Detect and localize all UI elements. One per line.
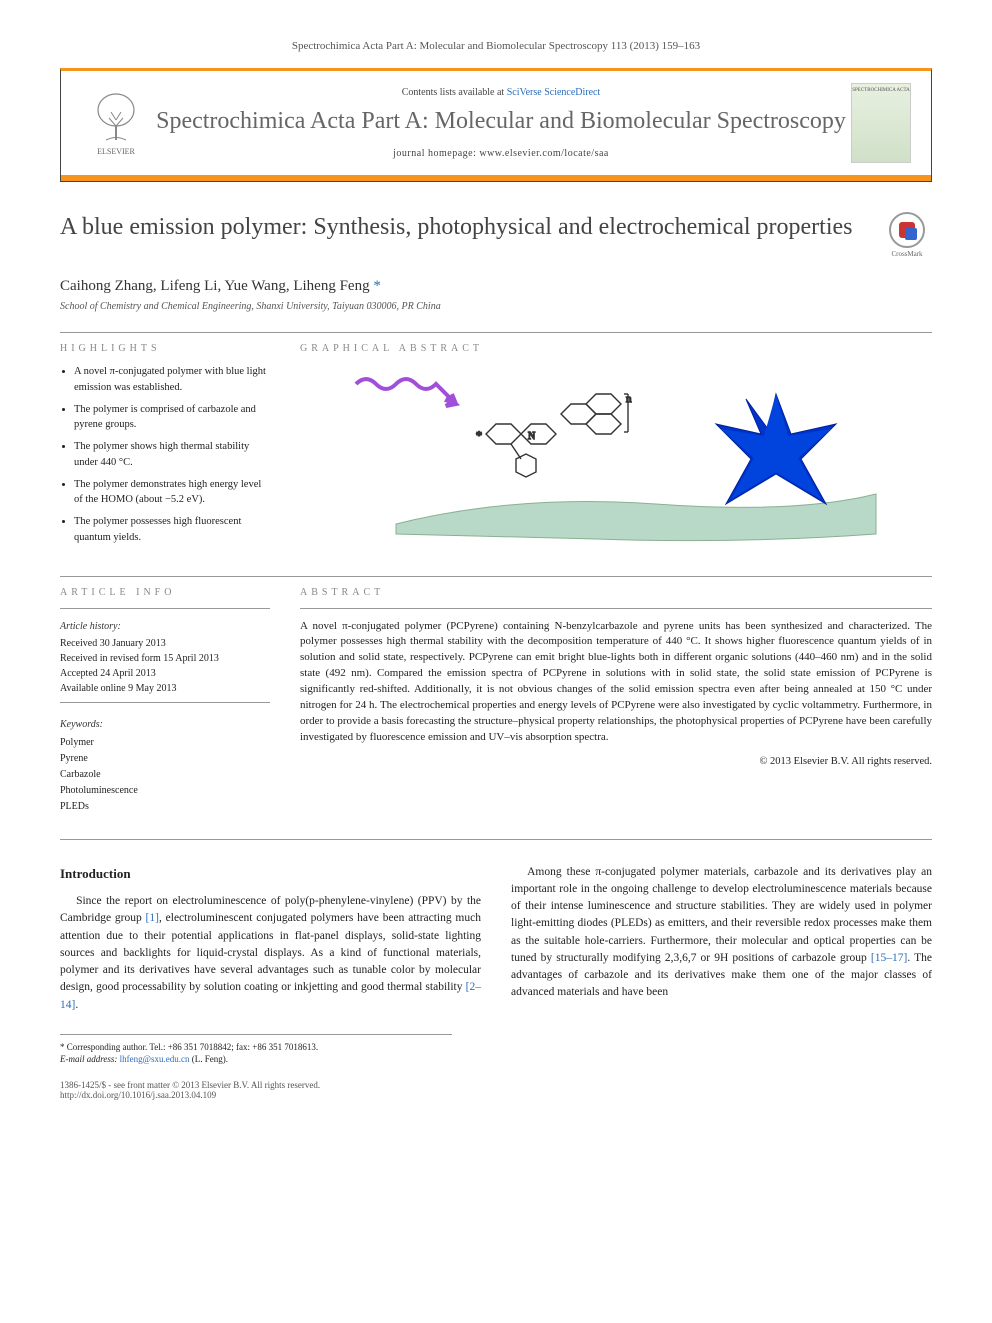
divider [60,332,932,333]
molecule-structure: N n * [476,393,632,477]
divider [60,576,932,577]
text-run: Among these π-conjugated polymer materia… [511,866,932,964]
homepage-line: journal homepage: www.elsevier.com/locat… [151,148,851,159]
abstract-text: A novel π-conjugated polymer (PCPyrene) … [300,619,932,747]
highlight-item: The polymer possesses high fluorescent q… [74,514,270,546]
highlight-item: The polymer shows high thermal stability… [74,439,270,471]
keyword-item: Photoluminescence [60,783,270,799]
corresponding-author-footer: * Corresponding author. Tel.: +86 351 70… [60,1034,452,1066]
divider [60,839,932,840]
divider [60,702,270,703]
svg-text:N: N [528,431,535,442]
graphical-abstract-svg: N n * [300,364,932,544]
divider [60,608,270,609]
highlight-item: The polymer demonstrates high energy lev… [74,477,270,509]
contents-line: Contents lists available at SciVerse Sci… [151,87,851,98]
header-accent-bar [61,175,931,181]
abstract-label: ABSTRACT [300,587,932,598]
elsevier-tree-icon [91,90,141,145]
contents-prefix: Contents lists available at [402,87,507,98]
crossmark-icon [889,212,925,248]
svg-text:*: * [476,428,482,442]
text-run: . [75,999,78,1011]
keyword-item: Polymer [60,735,270,751]
highlight-item: The polymer is comprised of carbazole an… [74,402,270,434]
excitation-arrow [356,379,456,406]
history-item: Received in revised form 15 April 2013 [60,651,270,666]
journal-cover-thumbnail: SPECTROCHIMICA ACTA [851,83,911,163]
issn-line: 1386-1425/$ - see front matter © 2013 El… [60,1080,320,1090]
affiliation: School of Chemistry and Chemical Enginee… [60,301,932,312]
reference-link[interactable]: [1] [146,912,159,924]
history-item: Available online 9 May 2013 [60,681,270,696]
intro-paragraph: Among these π-conjugated polymer materia… [511,864,932,1002]
elsevier-logo: ELSEVIER [81,83,151,163]
highlights-label: HIGHLIGHTS [60,343,270,354]
divider [300,608,932,609]
author-list: Caihong Zhang, Lifeng Li, Yue Wang, Lihe… [60,278,932,295]
highlights-list: A novel π-conjugated polymer with blue l… [60,364,270,546]
highlight-item: A novel π-conjugated polymer with blue l… [74,364,270,396]
page-footer: 1386-1425/$ - see front matter © 2013 El… [60,1080,932,1100]
publisher-name: ELSEVIER [97,147,135,156]
email-link[interactable]: lhfeng@sxu.edu.cn [120,1054,190,1064]
article-info: Article history: Received 30 January 201… [60,619,270,696]
journal-header-box: ELSEVIER Contents lists available at Sci… [60,68,932,182]
emission-star [716,394,836,504]
keywords-block: Keywords: Polymer Pyrene Carbazole Photo… [60,717,270,815]
keyword-item: PLEDs [60,799,270,815]
article-title: A blue emission polymer: Synthesis, phot… [60,212,862,243]
intro-paragraph: Since the report on electroluminescence … [60,893,481,1014]
reference-link[interactable]: [15–17] [871,952,907,964]
author-names: Caihong Zhang, Lifeng Li, Yue Wang, Lihe… [60,278,370,294]
intro-heading: Introduction [60,864,481,884]
article-info-label: ARTICLE INFO [60,587,270,598]
email-label: E-mail address: [60,1054,117,1064]
keyword-item: Pyrene [60,751,270,767]
corr-author-line: * Corresponding author. Tel.: +86 351 70… [60,1041,452,1054]
surface-shape [396,494,876,541]
text-run: , electroluminescent conjugated polymers… [60,912,481,993]
sciverse-link[interactable]: SciVerse ScienceDirect [507,87,601,98]
graphical-abstract-label: GRAPHICAL ABSTRACT [300,343,932,354]
crossmark-label: CrossMark [891,250,922,258]
homepage-url[interactable]: www.elsevier.com/locate/saa [479,148,608,159]
crossmark-badge[interactable]: CrossMark [882,212,932,262]
graphical-abstract: N n * [300,364,932,549]
keywords-heading: Keywords: [60,717,270,733]
keyword-item: Carbazole [60,767,270,783]
body-text: Introduction Since the report on electro… [60,864,932,1014]
repeat-unit-label: n [626,393,632,405]
copyright: © 2013 Elsevier B.V. All rights reserved… [300,756,932,767]
homepage-prefix: journal homepage: [393,148,479,159]
email-suffix: (L. Feng). [192,1054,228,1064]
article-history-heading: Article history: [60,619,270,634]
history-item: Received 30 January 2013 [60,636,270,651]
history-item: Accepted 24 April 2013 [60,666,270,681]
doi-link[interactable]: http://dx.doi.org/10.1016/j.saa.2013.04.… [60,1090,216,1100]
top-citation: Spectrochimica Acta Part A: Molecular an… [60,40,932,52]
journal-name: Spectrochimica Acta Part A: Molecular an… [151,106,851,137]
corresponding-marker: * [373,278,381,294]
